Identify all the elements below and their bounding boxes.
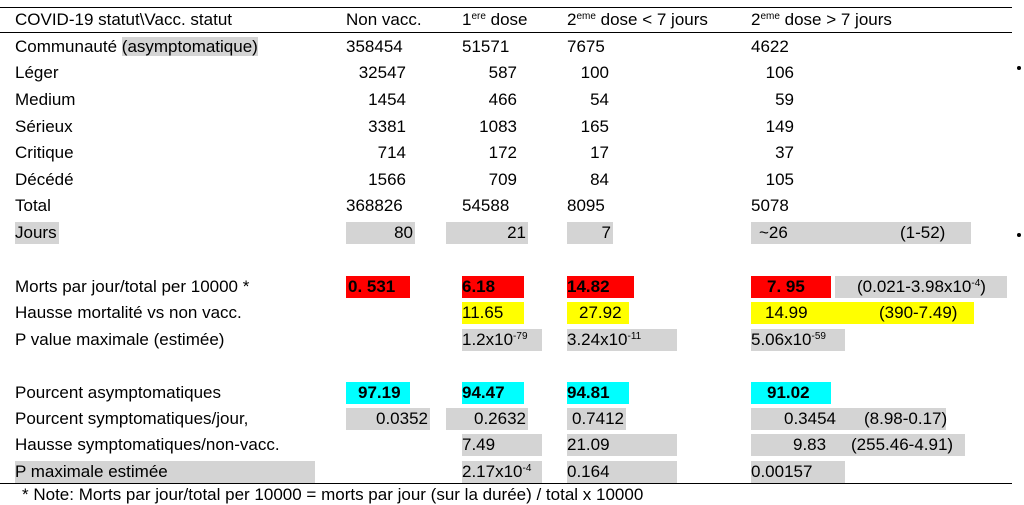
cell-medium-nonvacc: 1454 (368, 90, 406, 109)
cell-leger-nonvacc: 32547 (358, 63, 406, 82)
cell-serieux-nonvacc: 3381 (368, 117, 406, 136)
row-label-decede: Décédé (15, 170, 74, 189)
row-label-serieux: Sérieux (15, 117, 73, 136)
row-label-critique: Critique (15, 143, 74, 162)
header-status: COVID-19 statut\Vacc. statut (15, 10, 232, 29)
header-second-dose-gt7: 2eme dose > 7 jours (751, 10, 892, 29)
cell-jours-dose1: 21 (446, 222, 528, 244)
cell-asympt-dose2lt7: 94.81 (567, 382, 629, 404)
cell-sympt-nonvacc: 0.0352 (346, 408, 430, 430)
cell-serieux-dose1: 1083 (479, 117, 517, 136)
cell-medium-dose2gt7: 59 (775, 90, 794, 109)
cell-jours-nonvacc: 80 (346, 222, 415, 244)
cell-sympt-dose1: 0.2632 (446, 408, 528, 430)
cell-sympt-dose2lt7: 0.7412 (567, 408, 626, 430)
cell-hausse-mortalite-dose2gt7: 14.99 (390-7.49) (751, 302, 974, 324)
document-page: COVID-19 statut\Vacc. statut Non vacc. 1… (0, 7, 1021, 504)
cell-jours-dose2gt7: ~26 (1-52) (751, 222, 971, 244)
cell-hausse-sympt-dose1: 7.49 (462, 434, 542, 456)
row-label-medium: Medium (15, 90, 76, 109)
cell-medium-dose1: 466 (488, 90, 517, 109)
footnote: * Note: Morts par jour/total per 10000 =… (22, 485, 644, 504)
cell-communaute-dose2lt7: 7675 (567, 37, 605, 56)
cell-pmax-dose2gt7: 0.00157 (751, 461, 845, 483)
cell-asympt-dose1: 94.47 (462, 382, 524, 404)
cell-decede-nonvacc: 1566 (368, 170, 406, 189)
cell-total-dose2lt7: 8095 (567, 196, 605, 215)
cell-critique-dose2lt7: 17 (590, 143, 609, 162)
cell-leger-dose1: 587 (488, 63, 517, 82)
cell-jours-dose2lt7: 7 (567, 222, 613, 244)
cell-asympt-nonvacc: 97.19 (346, 382, 410, 404)
cell-medium-dose2lt7: 54 (590, 90, 609, 109)
cell-pmax-dose1: 2.17x10-4 (462, 461, 542, 483)
cell-decede-dose2gt7: 105 (765, 170, 794, 189)
row-label-communaute: Communauté (asymptomatique) (15, 37, 258, 56)
cell-sympt-dose2gt7: 0.3454 (8.98-0.17) (751, 408, 947, 430)
cell-asympt-dose2gt7: 91.02 (751, 382, 831, 404)
row-label-pmax: P maximale estimée (15, 461, 315, 483)
row-label-pvalue: P value maximale (estimée) (15, 330, 225, 349)
cell-hausse-mortalite-dose1: 11.65 (462, 302, 524, 324)
cell-communaute-dose2gt7: 4622 (751, 37, 789, 56)
cell-hausse-sympt-dose2gt7: 9.83 (255.46-4.91) (751, 434, 965, 456)
row-label-leger: Léger (15, 63, 59, 82)
cell-morts-nonvacc: 0. 531 (346, 276, 410, 298)
cell-leger-dose2lt7: 100 (580, 63, 609, 82)
cell-critique-dose2gt7: 37 (775, 143, 794, 162)
cell-decede-dose1: 709 (488, 170, 517, 189)
cell-communaute-dose1: 51571 (462, 37, 510, 56)
header-first-dose: 1ere dose (462, 10, 528, 29)
cell-morts-range: (0.021-3.98x10-4) (835, 276, 1007, 298)
cell-pvalue-dose2lt7: 3.24x10-11 (567, 329, 677, 351)
cell-pvalue-dose2gt7: 5.06x10-59 (751, 329, 845, 351)
row-label-total: Total (15, 196, 51, 215)
header-non-vacc: Non vacc. (346, 10, 422, 29)
cell-serieux-dose2lt7: 165 (580, 117, 609, 136)
row-label-symptomatiques: Pourcent symptomatiques/jour, (15, 409, 249, 428)
row-label-hausse-mortalite: Hausse mortalité vs non vacc. (15, 303, 242, 322)
cell-morts-dose2lt7: 14.82 (567, 276, 634, 298)
cell-total-nonvacc: 368826 (346, 196, 403, 215)
cell-morts-dose1: 6.18 (462, 276, 524, 298)
row-label-morts: Morts par jour/total per 10000 * (15, 277, 250, 296)
header-rule (0, 32, 1012, 33)
table-bottom-rule (0, 483, 1012, 484)
cell-total-dose1: 54588 (462, 196, 510, 215)
cell-pvalue-dose1: 1.2x10-79 (462, 329, 542, 351)
bullet-marker-2 (1017, 233, 1021, 237)
row-label-hausse-symptomatiques: Hausse symptomatiques/non-vacc. (15, 435, 280, 454)
cell-morts-dose2gt7: 7. 95 (751, 276, 831, 298)
cell-hausse-mortalite-dose2lt7: 27.92 (567, 302, 629, 324)
cell-pmax-dose2lt7: 0.164 (567, 461, 677, 483)
cell-decede-dose2lt7: 84 (590, 170, 609, 189)
row-label-jours: Jours (15, 222, 59, 244)
cell-communaute-nonvacc: 358454 (346, 37, 403, 56)
cell-total-dose2gt7: 5078 (751, 196, 789, 215)
cell-leger-dose2gt7: 106 (765, 63, 794, 82)
cell-critique-dose1: 172 (488, 143, 517, 162)
table-top-rule (0, 7, 1012, 8)
cell-hausse-sympt-dose2lt7: 21.09 (567, 434, 677, 456)
cell-critique-nonvacc: 714 (377, 143, 406, 162)
row-label-asymptomatiques: Pourcent asymptomatiques (15, 383, 221, 402)
header-second-dose-lt7: 2eme dose < 7 jours (567, 10, 708, 29)
bullet-marker-1 (1017, 66, 1021, 70)
cell-serieux-dose2gt7: 149 (765, 117, 794, 136)
